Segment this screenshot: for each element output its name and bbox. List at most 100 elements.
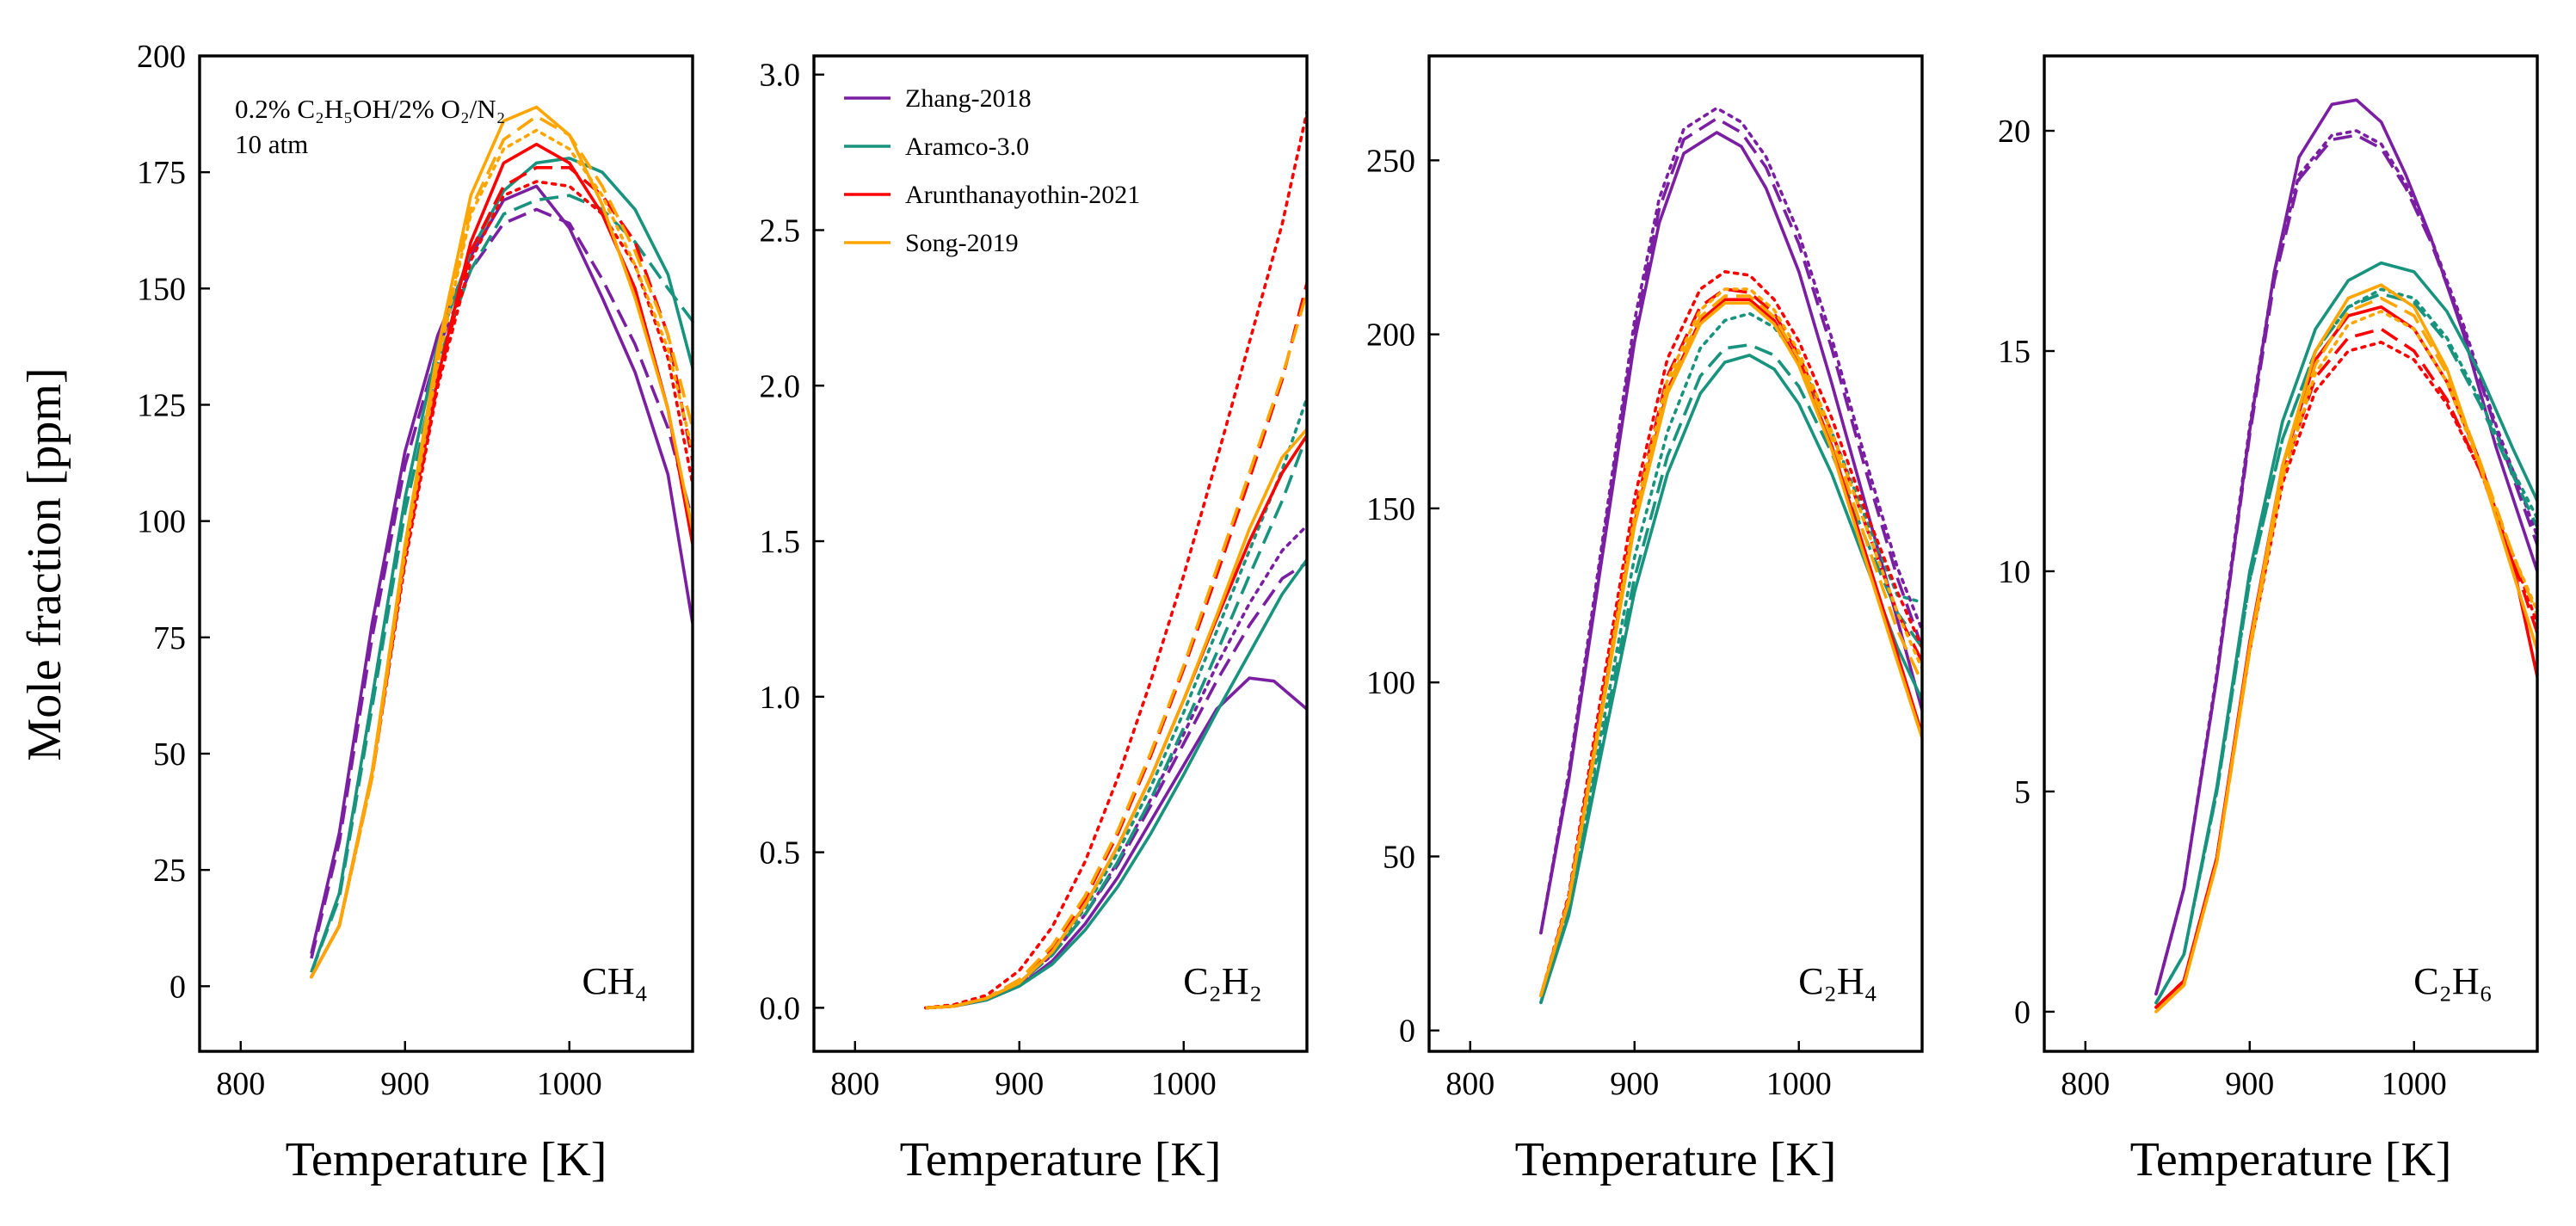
legend-label: Arunthanayothin-2021 [905, 181, 1140, 209]
series-line-dashed [310, 207, 693, 959]
series-line-solid [925, 428, 1307, 1010]
y-axis-title: Mole fraction [ppm] [18, 367, 71, 761]
series-line-solid [1539, 301, 1922, 996]
y-tick-label: 1.5 [760, 524, 801, 560]
series-line-dotted [2154, 287, 2537, 1005]
legend-label: Zhang-2018 [905, 84, 1032, 113]
x-tick-label: 900 [1610, 1066, 1659, 1102]
y-tick-label: 2.5 [760, 213, 801, 249]
condition-line-2: 10 atm [235, 129, 308, 159]
y-tick-label: 250 [1366, 143, 1415, 179]
species-label: CH₄ [582, 960, 648, 1002]
series-line-dotted [2154, 310, 2537, 1013]
series-line-dashed [1539, 294, 1922, 996]
y-tick-label: 200 [1366, 317, 1415, 354]
y-tick-label: 100 [137, 504, 186, 540]
x-tick-label: 900 [380, 1066, 429, 1102]
y-tick-label: 1.0 [760, 680, 801, 716]
y-tick-label: 100 [1366, 665, 1415, 701]
panel-c2h4: 800 900 1000 0 50 100 150 200 250 Temperature [K]… [1366, 54, 1924, 1186]
y-tick-label: 0 [2014, 995, 2031, 1031]
series-line-dashed [925, 282, 1307, 1010]
series-line-solid [2154, 305, 2537, 1009]
x-axis-title: Temperature [K] [286, 1133, 607, 1186]
series-line-solid [310, 157, 693, 973]
series-line-dotted [924, 396, 1307, 1010]
series-line-solid [310, 105, 693, 978]
series-line-solid [925, 434, 1307, 1010]
series-line-dotted [1539, 311, 1922, 1005]
x-tick-label: 800 [1445, 1066, 1494, 1102]
series-line-dashed [1539, 342, 1922, 1003]
series-line-solid [1539, 298, 1922, 996]
series-line-dashed [925, 434, 1307, 1010]
x-tick-label: 800 [830, 1066, 879, 1102]
series-line-solid [2154, 98, 2537, 995]
axes-frame [2043, 54, 2539, 1053]
panel-ch4: 800 900 1000 0 25 50 75 100 125 150 175 200 Temperat… [137, 39, 694, 1186]
y-tick-label: 150 [1366, 491, 1415, 527]
axes-frame [812, 54, 1309, 1053]
y-tick-label: 125 [137, 387, 186, 423]
series-line-dashed [310, 194, 693, 973]
series-line-dotted [2154, 129, 2537, 996]
species-label: C₂H₄ [1798, 960, 1877, 1002]
series-line-dotted [1539, 287, 1922, 998]
y-tick-label: 10 [1998, 554, 2031, 590]
series-line-solid [310, 184, 693, 954]
series-line-solid [925, 676, 1307, 1010]
x-tick-label: 1000 [1151, 1066, 1217, 1102]
series-line-dotted [924, 524, 1307, 1010]
x-tick-label: 800 [216, 1066, 265, 1102]
x-tick-label: 900 [995, 1066, 1044, 1102]
series-line-solid [1539, 354, 1922, 1003]
y-tick-label: 200 [137, 39, 186, 75]
y-tick-label: 175 [137, 155, 186, 191]
y-tick-label: 20 [1998, 114, 2031, 150]
x-tick-label: 900 [2225, 1066, 2274, 1102]
legend: Zhang-2018 Aramco-3.0 Arunthanayothin-2021… [844, 84, 1140, 257]
series-line-dashed [925, 292, 1307, 1010]
y-tick-label: 50 [1383, 839, 1415, 875]
x-axis-title: Temperature [K] [900, 1133, 1222, 1186]
axes-frame [198, 54, 694, 1053]
panel-c2h6: 800 900 1000 0 5 10 15 20 Temperature [K] C₂H₆ [1998, 54, 2539, 1186]
series-line-dotted [2154, 340, 2537, 1009]
y-tick-label: 0.0 [760, 990, 801, 1026]
series-line-dotted [924, 110, 1307, 1010]
series-line-dashed [1539, 117, 1922, 933]
condition-line-1: 0.2% C₂H₅OH/2% O₂/N₂ [235, 94, 505, 124]
y-tick-label: 5 [2014, 774, 2031, 810]
legend-label: Song-2019 [905, 229, 1019, 257]
series-line-dashed [1539, 287, 1922, 996]
x-axis-title: Temperature [K] [1515, 1133, 1837, 1186]
series-line-dashed [2154, 327, 2537, 1009]
species-label: C₂H₆ [2413, 960, 2493, 1002]
series-line-dotted [1539, 269, 1922, 998]
x-tick-label: 1000 [2382, 1066, 2447, 1102]
y-tick-label: 15 [1998, 334, 2031, 370]
y-tick-label: 75 [153, 620, 186, 656]
y-tick-label: 0 [1399, 1013, 1415, 1050]
x-tick-label: 1000 [1766, 1066, 1832, 1102]
series-line-dotted [1539, 106, 1922, 935]
series-line-solid [2154, 261, 2537, 1004]
series-line-dotted [310, 128, 693, 979]
y-tick-label: 50 [153, 736, 186, 773]
axes-frame [1427, 54, 1924, 1053]
y-tick-label: 0 [169, 969, 186, 1005]
y-tick-label: 3.0 [760, 58, 801, 94]
legend-label: Aramco-3.0 [905, 132, 1029, 161]
series-line-dashed [2154, 296, 2537, 1013]
x-axis-title: Temperature [K] [2130, 1133, 2452, 1186]
y-tick-label: 150 [137, 271, 186, 307]
x-tick-label: 800 [2061, 1066, 2110, 1102]
y-tick-label: 0.5 [760, 835, 801, 872]
series-line-dashed [2154, 292, 2537, 1004]
panel-c2h2: 800 900 1000 0.0 0.5 1.0 1.5 2.0 2.5 3.0 Temperatu… [760, 54, 1309, 1186]
species-label: C₂H₂ [1183, 960, 1262, 1002]
y-tick-label: 2.0 [760, 368, 801, 404]
y-tick-label: 25 [153, 853, 186, 889]
x-tick-label: 1000 [537, 1066, 602, 1102]
